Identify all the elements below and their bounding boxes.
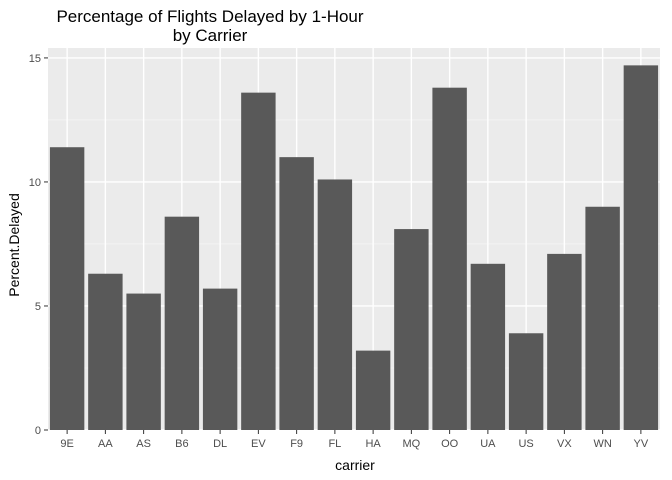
bar-us xyxy=(508,333,544,430)
x-tick-label-dl: DL xyxy=(213,438,227,450)
bar-mq xyxy=(394,229,429,430)
x-tick-label-fl: FL xyxy=(328,438,341,450)
y-tick-label: 15 xyxy=(29,53,41,65)
bar-ev xyxy=(241,92,276,430)
x-tick-label-mq: MQ xyxy=(403,438,421,450)
y-tick-label: 0 xyxy=(35,425,41,437)
x-tick-label-vx: VX xyxy=(557,438,572,450)
y-tick-label: 5 xyxy=(35,301,41,313)
x-tick-label-wn: WN xyxy=(593,438,611,450)
bar-b6 xyxy=(164,216,200,430)
x-tick-label-9e: 9E xyxy=(60,438,73,450)
x-tick-label-f9: F9 xyxy=(290,438,303,450)
bar-9e xyxy=(49,147,85,431)
x-tick-label-oo: OO xyxy=(441,438,459,450)
y-tick-label: 10 xyxy=(29,177,41,189)
bar-wn xyxy=(585,206,620,430)
x-tick-label-us: US xyxy=(518,438,533,450)
bar-vx xyxy=(547,253,582,430)
x-tick-label-ha: HA xyxy=(365,438,381,450)
x-tick-label-ua: UA xyxy=(480,438,496,450)
x-tick-label-ev: EV xyxy=(251,438,266,450)
bar-yv xyxy=(623,65,659,430)
chart-title-line-2: by Carrier xyxy=(173,26,248,45)
bar-ha xyxy=(355,350,391,430)
bars xyxy=(49,65,659,431)
axes: 0 5 10 15 9E AA AS B6 DL EV F9 FL HA MQ OO UA US VX WN YV xyxy=(29,53,649,450)
x-axis-title: carrier xyxy=(335,457,375,473)
x-tick-label-b6: B6 xyxy=(175,438,188,450)
x-tick-label-yv: YV xyxy=(634,438,649,450)
bar-oo xyxy=(432,87,467,431)
bar-dl xyxy=(202,288,238,430)
x-tick-label-as: AS xyxy=(136,438,151,450)
y-axis-title: Percent.Delayed xyxy=(6,193,22,297)
bar-aa xyxy=(88,273,123,430)
bar-f9 xyxy=(279,157,314,430)
bar-fl xyxy=(317,179,353,430)
bar-as xyxy=(126,293,161,430)
x-tick-label-aa: AA xyxy=(98,438,113,450)
chart-title-line-1: Percentage of Flights Delayed by 1-Hour xyxy=(56,7,363,26)
bar-ua xyxy=(470,263,506,430)
